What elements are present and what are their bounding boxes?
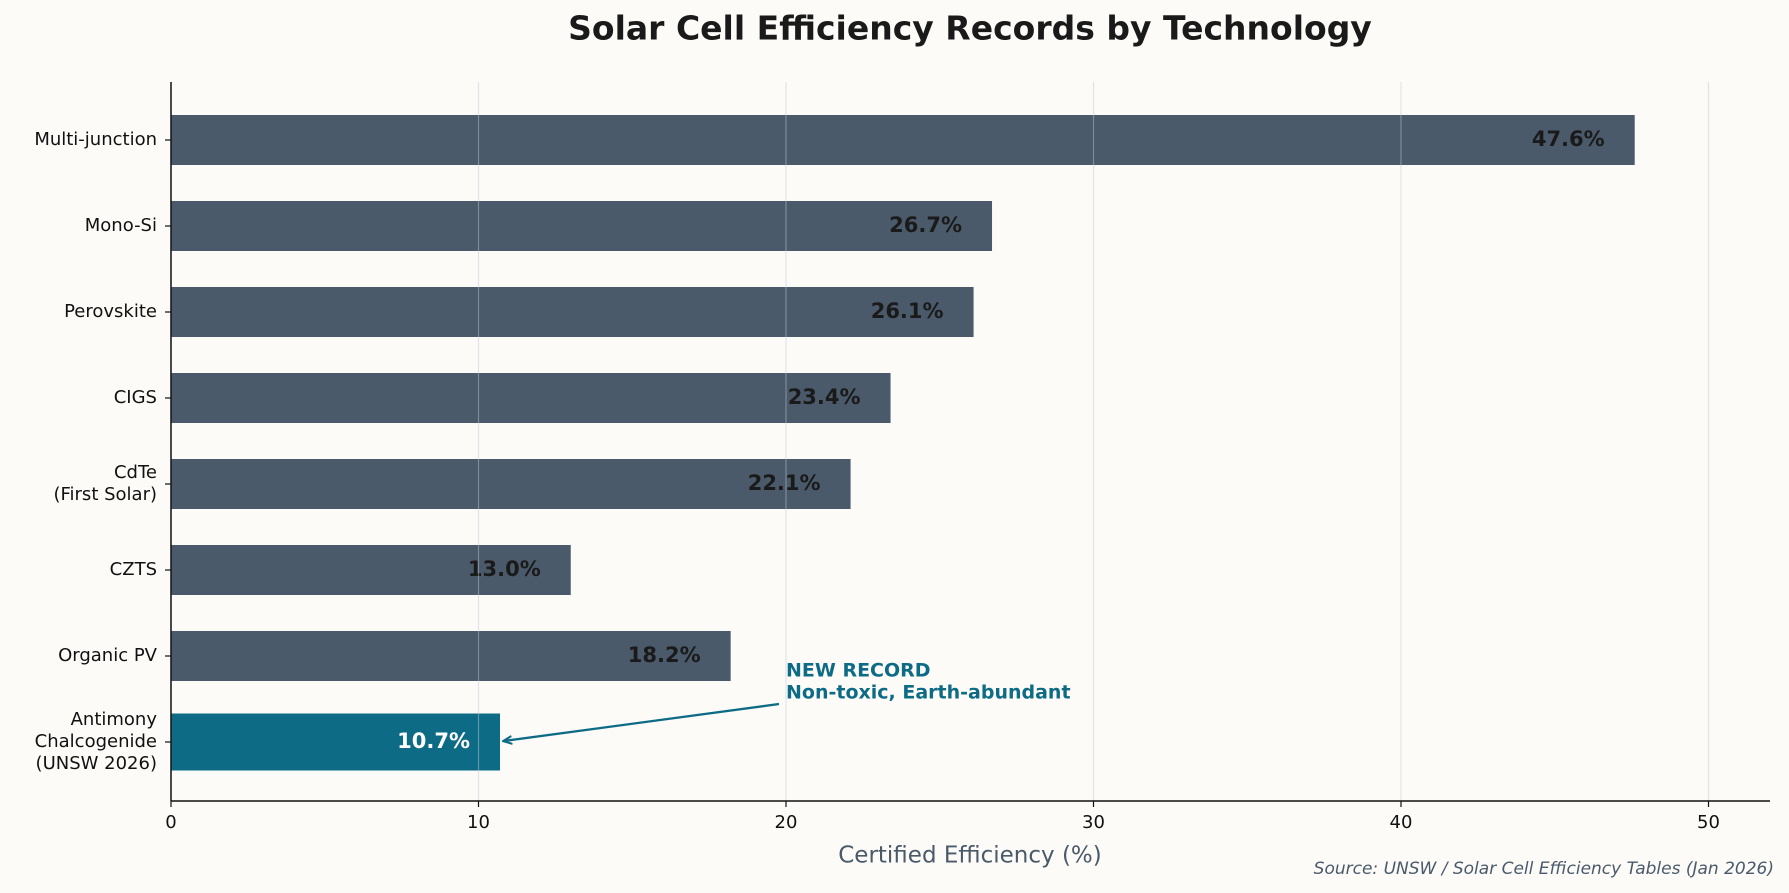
value-label: 26.1%: [871, 299, 944, 323]
y-tick-label: CIGS: [113, 387, 157, 408]
value-label: 10.7%: [397, 729, 470, 753]
x-tick-label: 40: [1390, 812, 1413, 833]
y-tick-label: Organic PV: [58, 645, 157, 666]
chart-title: Solar Cell Efficiency Records by Technol…: [568, 9, 1372, 48]
value-label: 23.4%: [788, 385, 861, 409]
annotation-text: NEW RECORD: [786, 660, 931, 682]
value-label: 13.0%: [468, 557, 541, 581]
x-tick-label: 50: [1697, 812, 1720, 833]
bar: [171, 287, 974, 337]
bar: [171, 373, 891, 423]
y-tick-label: Antimony Chalcogenide (UNSW 2026): [34, 709, 157, 774]
x-axis-label: Certified Efficiency (%): [838, 843, 1102, 869]
value-label: 26.7%: [889, 213, 962, 237]
x-tick-label: 30: [1082, 812, 1105, 833]
y-tick-label: CdTe (First Solar): [53, 462, 157, 505]
source-note: Source: UNSW / Solar Cell Efficiency Tab…: [1314, 859, 1774, 879]
bar: [171, 631, 731, 681]
annotation-arrow: [504, 702, 780, 741]
y-tick-label: Mono-Si: [84, 215, 157, 236]
y-tick-label: Multi-junction: [34, 129, 157, 150]
bar: [171, 201, 993, 251]
value-label: 18.2%: [628, 643, 701, 667]
y-tick-label: CZTS: [109, 559, 157, 580]
x-tick-label: 20: [775, 812, 798, 833]
x-tick-label: 10: [467, 812, 490, 833]
bar: [171, 545, 571, 595]
bar: [171, 459, 851, 509]
y-tick-label: Perovskite: [64, 301, 157, 322]
value-label: 22.1%: [748, 471, 821, 495]
value-label: 47.6%: [1532, 127, 1605, 151]
annotation-text: Non-toxic, Earth-abundant: [786, 682, 1071, 704]
x-tick-label: 0: [165, 812, 176, 833]
bar: [171, 713, 501, 771]
bar: [171, 115, 1635, 165]
